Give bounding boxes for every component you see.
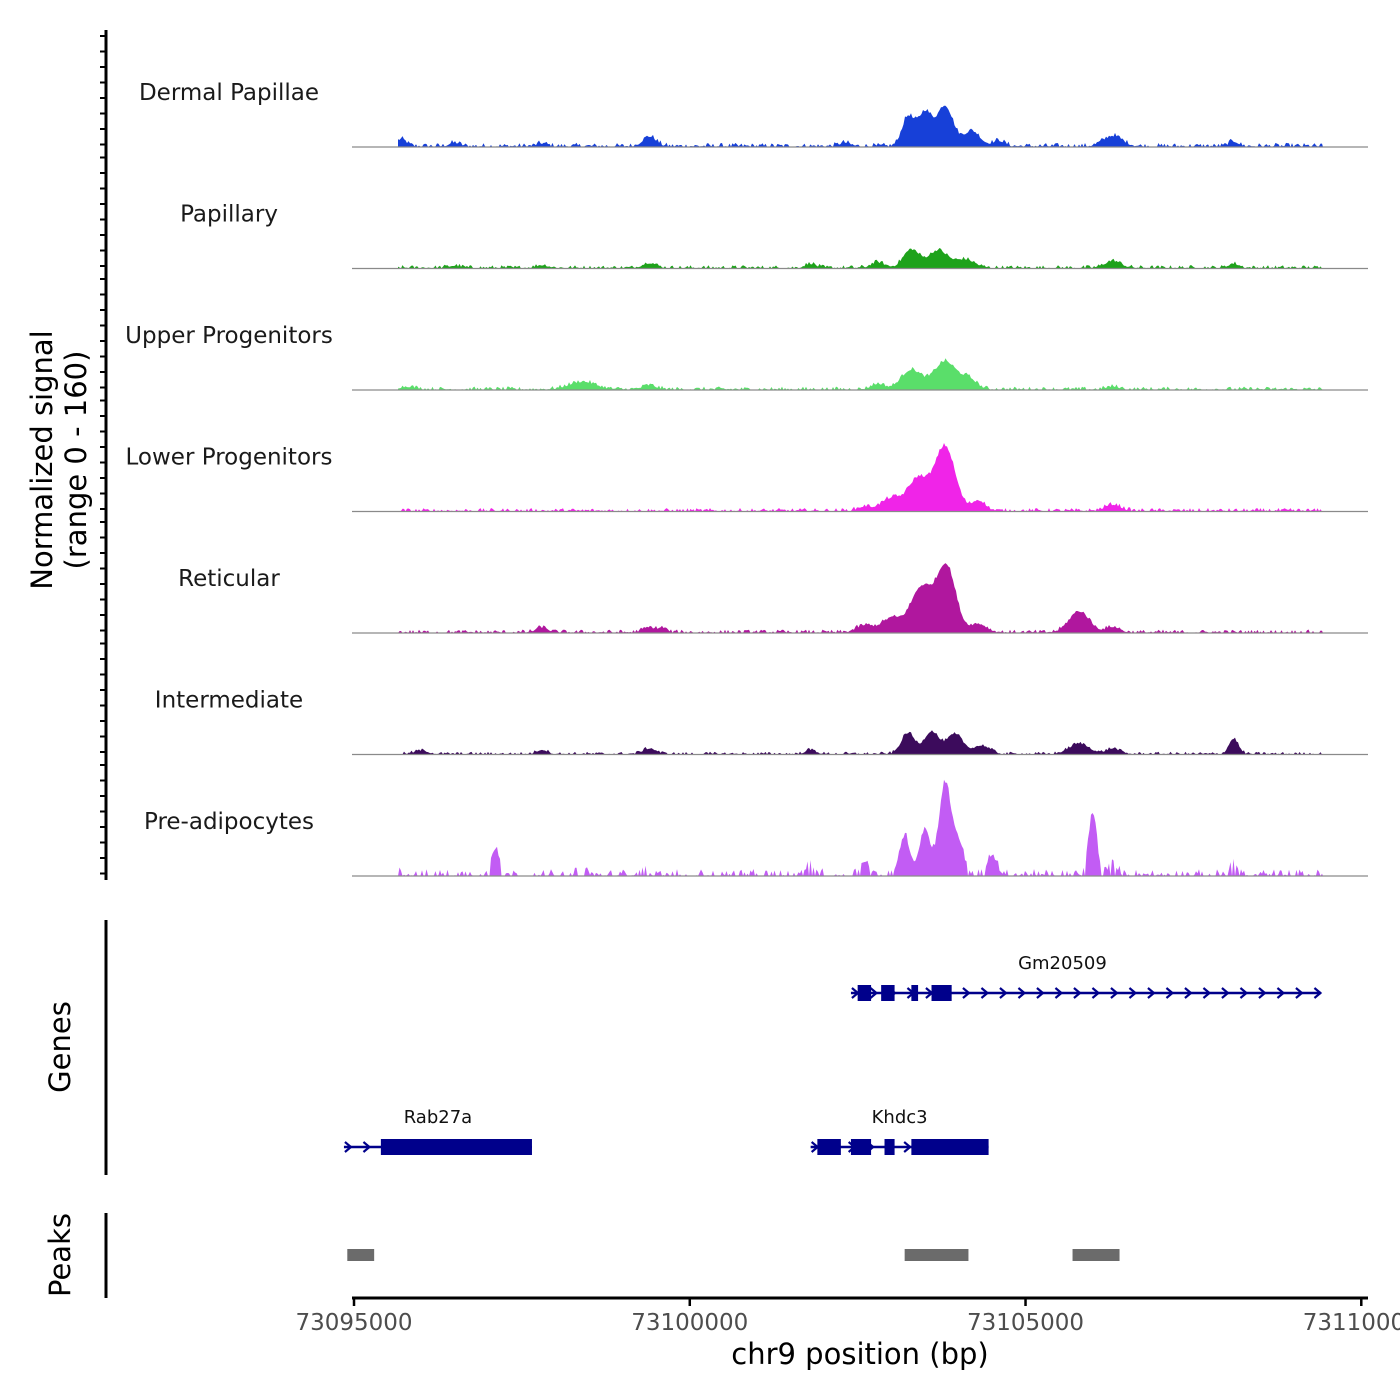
track-lower-progenitors: Lower Progenitors (126, 443, 1368, 513)
strand-arrow (1258, 987, 1267, 999)
gene-name-label: Gm20509 (1018, 953, 1107, 974)
gene-name-label: Rab27a (404, 1107, 473, 1128)
gene-exon (884, 1139, 895, 1155)
track-pre-adipocytes: Pre-adipocytes (144, 779, 1368, 877)
gene-rab27a: Rab27a (343, 1107, 532, 1155)
peaks-panel-label: Peaks (43, 1213, 77, 1297)
coverage-area (398, 443, 1323, 512)
coverage-area (398, 248, 1323, 269)
strand-arrow (1073, 987, 1082, 999)
track-label: Upper Progenitors (125, 323, 333, 349)
strand-arrow (1184, 987, 1193, 999)
gene-exon (857, 985, 872, 1001)
strand-arrow (1091, 987, 1101, 999)
gene-models: Gm20509 Rab27a Khdc3 (343, 953, 1323, 1155)
strand-arrow (362, 1141, 372, 1153)
strand-arrow (1054, 987, 1064, 999)
gene-exon (380, 1139, 532, 1155)
coverage-tracks: Dermal Papillae Papillary Upper Progenitor… (125, 80, 1368, 877)
x-axis-ticks: 73095000 73100000 73105000 73110000 (295, 1298, 1400, 1336)
strand-arrow (1239, 987, 1249, 999)
x-tick-label: 73100000 (631, 1310, 748, 1336)
peak-region (347, 1249, 375, 1261)
peak-region (1072, 1249, 1120, 1261)
x-axis: 73095000 73100000 73105000 73110000 chr9 po… (295, 1296, 1400, 1371)
strand-arrow (1221, 987, 1230, 999)
track-label: Papillary (180, 202, 278, 228)
strand-arrow (962, 987, 971, 999)
gene-exon (911, 1139, 989, 1155)
strand-arrow (1165, 987, 1175, 999)
y-axis-label-line2: (range 0 - 160) (59, 351, 93, 570)
coverage-area (398, 358, 1323, 390)
strand-arrow (1295, 987, 1304, 999)
genes-panel: Genes Gm20509 Rab27a Khdc3 (43, 920, 1323, 1175)
strand-arrow (1202, 987, 1212, 999)
x-tick-label: 73110000 (1303, 1310, 1400, 1336)
coverage-area (398, 779, 1323, 876)
strand-arrow (903, 1141, 912, 1153)
x-axis-label: chr9 position (bp) (731, 1337, 988, 1371)
strand-arrow (1313, 987, 1323, 999)
strand-arrow (1036, 987, 1045, 999)
peak-regions (347, 1249, 1120, 1261)
peak-region (904, 1249, 969, 1261)
track-upper-progenitors: Upper Progenitors (125, 323, 1368, 391)
track-papillary: Papillary (180, 202, 1368, 270)
x-tick-label: 73095000 (295, 1310, 412, 1336)
strand-arrow (1110, 987, 1119, 999)
strand-arrow (980, 987, 990, 999)
track-label: Reticular (178, 566, 280, 592)
strand-arrow (344, 1141, 353, 1153)
strand-arrow (1147, 987, 1156, 999)
track-intermediate: Intermediate (155, 688, 1368, 756)
strand-arrow (1128, 987, 1138, 999)
x-tick-label: 73105000 (967, 1310, 1084, 1336)
gene-khdc3: Khdc3 (810, 1107, 989, 1155)
coverage-area (398, 105, 1323, 147)
genes-panel-label: Genes (43, 1001, 77, 1093)
gene-exon (817, 1139, 841, 1155)
strand-arrow (1276, 987, 1286, 999)
gene-exon (911, 985, 919, 1001)
coverage-area (398, 563, 1323, 633)
gene-exon (931, 985, 952, 1001)
track-label: Lower Progenitors (126, 445, 333, 471)
track-label: Intermediate (155, 688, 303, 714)
track-reticular: Reticular (178, 563, 1368, 634)
coverage-axis-ticks (100, 35, 106, 875)
coverage-axis: Normalized signal (range 0 - 160) (25, 30, 108, 880)
y-axis-label-line1: Normalized signal (25, 330, 59, 589)
coverage-area (398, 730, 1323, 755)
strand-arrow (869, 987, 879, 999)
peaks-panel: Peaks (43, 1213, 1120, 1298)
gene-exon (850, 1139, 872, 1155)
track-label: Pre-adipocytes (144, 809, 314, 835)
strand-arrow (999, 987, 1008, 999)
gene-name-label: Khdc3 (872, 1107, 928, 1128)
track-dermal-papillae: Dermal Papillae (139, 80, 1368, 148)
strand-arrow (1017, 987, 1027, 999)
gene-exon (881, 985, 895, 1001)
gene-gm20509: Gm20509 (850, 953, 1323, 1001)
track-label: Dermal Papillae (139, 80, 319, 106)
